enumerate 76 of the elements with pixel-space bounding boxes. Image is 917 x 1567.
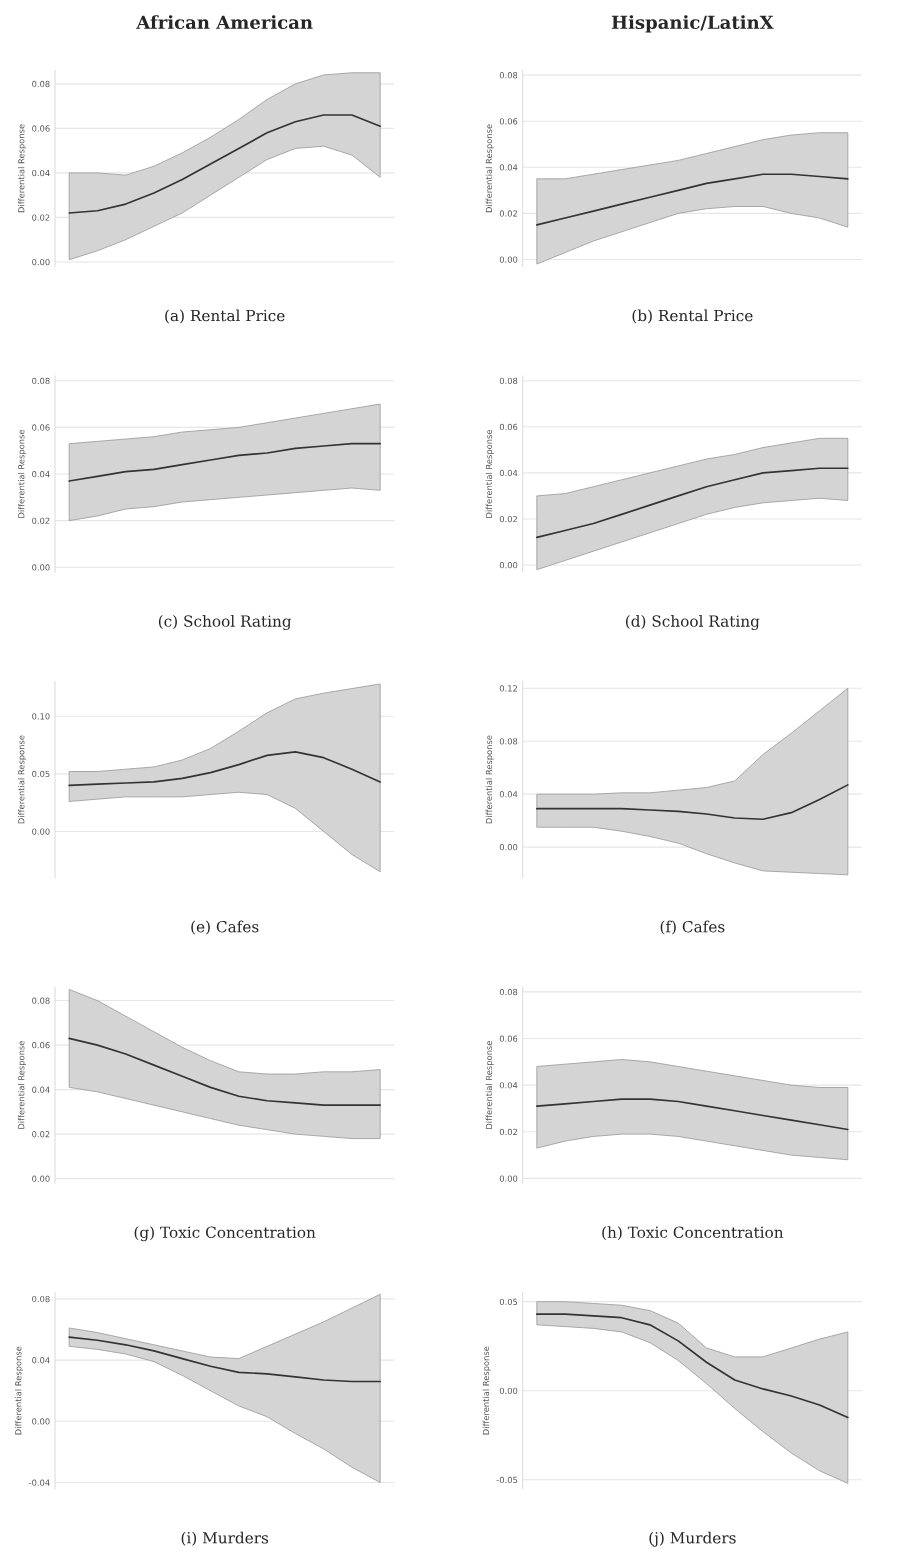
y-tick-label: 0.08	[32, 80, 50, 88]
y-axis-title: Differential Response	[485, 124, 494, 213]
y-tick-label: 0.00	[32, 828, 50, 835]
y-tick-label: 0.04	[32, 1086, 50, 1093]
text: (b) Rental Price	[632, 309, 753, 324]
line-series	[535, 173, 849, 226]
text: (h) Toxic Concentration	[602, 1226, 784, 1241]
text: (i) Murders	[181, 1531, 269, 1546]
y-tick-label: 0.04	[499, 469, 518, 477]
y-tick-label: 0.02	[32, 214, 50, 221]
line-series	[68, 751, 382, 787]
y-tick-label: 0.08	[499, 738, 518, 745]
y-tick-label: 0.02	[32, 1131, 50, 1138]
y-tick-label: 0.12	[499, 685, 517, 692]
y-tick-label: 0.05	[499, 1298, 518, 1305]
y-tick-label: 0.08	[499, 377, 518, 384]
y-tick-label: 0.06	[499, 1035, 518, 1042]
y-tick-label: 0.08	[32, 997, 50, 1004]
text: (e) Cafes	[191, 920, 259, 935]
line-series	[535, 1098, 849, 1131]
text: (j) Murders	[649, 1531, 736, 1547]
text: (f) Cafes	[660, 920, 725, 935]
line-series	[68, 442, 382, 482]
y-tick-label: 0.04	[32, 1357, 50, 1364]
y-tick-label: 0.00	[499, 1175, 518, 1182]
line-series	[68, 114, 382, 214]
text: (g) Toxic Concentration	[134, 1226, 316, 1242]
y-tick-label: 0.06	[32, 1042, 50, 1049]
y-tick-label: 0.02	[499, 1128, 517, 1136]
chart-title: African American	[136, 15, 313, 30]
y-tick-label: 0.00	[32, 1175, 50, 1182]
y-tick-label: 0.06	[32, 424, 50, 431]
y-tick-label: 0.02	[499, 210, 517, 217]
y-axis-title: Differential Response	[485, 429, 494, 518]
line-series	[535, 467, 849, 539]
chart-title: Hispanic/LatinX	[611, 15, 774, 33]
y-tick-label: 0.04	[32, 169, 50, 177]
line-series	[68, 1037, 382, 1107]
y-tick-label: 0.10	[32, 713, 50, 720]
y-tick-label: 0.00	[499, 844, 518, 851]
y-tick-label: 0.04	[499, 1082, 518, 1089]
y-tick-label: 0.02	[499, 515, 517, 523]
y-tick-label: -0.05	[496, 1476, 518, 1484]
y-tick-label: 0.04	[499, 791, 518, 798]
y-axis-title: Differential Response	[485, 1041, 494, 1129]
y-tick-label: 0.04	[32, 471, 50, 478]
line-series	[535, 1313, 849, 1419]
y-axis-title: Differential Response	[485, 735, 494, 824]
y-tick-label: 0.00	[499, 256, 518, 263]
y-axis-title: Differential Response	[17, 429, 27, 518]
y-axis-title: Differential Response	[17, 735, 27, 824]
text: (c) School Rating	[158, 615, 292, 631]
y-tick-label: 0.06	[32, 125, 50, 132]
y-tick-label: 0.08	[32, 377, 50, 385]
text: (a) Rental Price	[165, 309, 285, 324]
text: (d) School Rating	[625, 615, 760, 631]
y-tick-label: 0.08	[499, 72, 518, 79]
y-tick-label: 0.02	[32, 517, 50, 524]
y-tick-label: 0.04	[499, 164, 518, 171]
y-tick-label: 0.05	[32, 770, 50, 778]
y-axis-title: Differential Response	[17, 124, 27, 213]
y-tick-label: 0.06	[499, 118, 518, 125]
y-tick-label: 0.00	[32, 564, 50, 571]
y-axis-title: Differential Response	[482, 1346, 491, 1435]
y-axis-title: Differential Response	[14, 1346, 24, 1435]
y-tick-label: 0.00	[499, 562, 518, 569]
y-tick-label: 0.08	[499, 988, 518, 996]
y-tick-label: 0.06	[499, 423, 518, 431]
line-series	[68, 1336, 382, 1383]
line-series	[535, 784, 849, 821]
y-tick-label: 0.00	[32, 1418, 50, 1425]
y-tick-label: -0.04	[29, 1479, 50, 1486]
y-tick-label: 0.08	[32, 1295, 50, 1303]
y-tick-label: 0.00	[32, 258, 50, 266]
y-axis-title: Differential Response	[17, 1041, 27, 1129]
y-tick-label: 0.00	[499, 1387, 518, 1394]
